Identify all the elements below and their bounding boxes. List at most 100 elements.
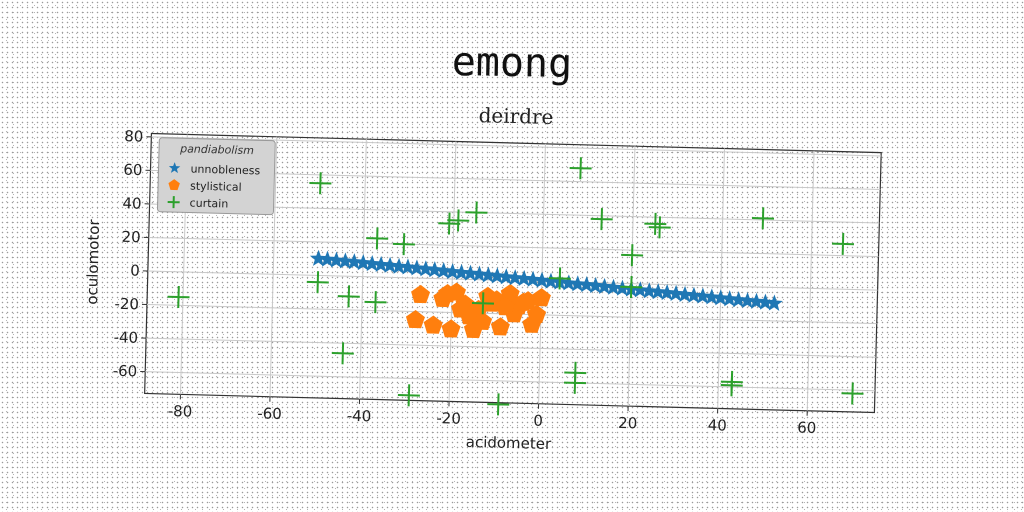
unnobleness-point — [390, 257, 408, 275]
legend-label: unnobleness — [190, 163, 260, 178]
y-tick-label: -40 — [113, 328, 138, 347]
unnobleness-point — [533, 271, 551, 289]
grid-line-x — [359, 139, 367, 400]
curtain-point — [306, 271, 329, 294]
plot-area — [144, 132, 882, 414]
curtain-point — [620, 276, 643, 299]
unnobleness-point — [309, 249, 328, 267]
curtain-point — [309, 172, 332, 195]
unnobleness-point — [408, 259, 426, 276]
legend-item: curtain — [167, 196, 228, 211]
unnobleness-point — [506, 269, 524, 286]
unnobleness-point — [756, 293, 774, 311]
x-tick-label: -60 — [257, 404, 282, 423]
unnobleness-point — [613, 279, 631, 297]
curtain-point — [392, 233, 415, 256]
unnobleness-point — [721, 290, 739, 307]
unnobleness-point — [586, 276, 605, 294]
curtain-point — [644, 212, 667, 235]
y-tick-label: 40 — [122, 194, 142, 212]
unnobleness-point — [703, 288, 721, 305]
unnobleness-point — [604, 278, 622, 296]
curtain-point — [438, 212, 461, 235]
legend-label: curtain — [189, 197, 228, 211]
unnobleness-point — [729, 291, 748, 308]
unnobleness-point — [363, 254, 381, 272]
grid-line-x — [806, 150, 815, 411]
x-tick-label: 40 — [707, 416, 727, 434]
legend-item: unnobleness — [168, 162, 261, 178]
x-tick-label: -20 — [436, 409, 461, 428]
legend-item: stylistical — [168, 179, 242, 194]
unnobleness-point — [497, 268, 515, 285]
curtain-point — [548, 267, 571, 290]
unnobleness-point — [443, 262, 462, 280]
y-tick-label: 80 — [124, 127, 144, 145]
unnobleness-point — [479, 266, 497, 283]
stylistical-point — [411, 284, 431, 304]
unnobleness-point — [658, 284, 676, 301]
curtain-point — [366, 227, 389, 250]
curtain-point — [831, 232, 854, 255]
stylistical-point — [437, 283, 457, 303]
unnobleness-point — [524, 270, 542, 288]
unnobleness-point — [336, 252, 354, 269]
unnobleness-point — [318, 250, 336, 268]
unnobleness-point — [426, 261, 444, 278]
legend-box — [156, 137, 276, 216]
unnobleness-point — [399, 258, 417, 275]
grid-line-x — [717, 148, 726, 409]
x-axis-ticks: -80 -60 -40 -20 0 20 40 60 — [168, 394, 817, 437]
stylistical-point — [441, 319, 461, 338]
unnobleness-point — [354, 254, 372, 271]
x-tick-label: -80 — [168, 402, 193, 421]
curtain-point — [590, 208, 613, 231]
legend: pandiabolism unnobleness stylistical curta… — [156, 137, 276, 216]
grid-line-y — [148, 236, 879, 258]
x-tick-label: 20 — [618, 414, 638, 432]
legend-title: pandiabolism — [179, 142, 254, 157]
unnobleness-point — [631, 281, 649, 298]
unnobleness-point — [461, 264, 479, 282]
unnobleness-point — [381, 256, 399, 274]
grid-line-y — [146, 337, 876, 358]
stylistical-point — [513, 292, 533, 311]
stylistical-point — [490, 317, 510, 336]
curtain-point — [447, 209, 470, 232]
legend-label: stylistical — [190, 180, 242, 194]
unnobleness-point — [327, 251, 345, 268]
grid-line-x — [269, 136, 278, 397]
series-unnobleness — [309, 249, 783, 311]
stylistical-point — [531, 288, 551, 307]
y-tick-label: -20 — [114, 295, 139, 314]
curtain-point — [648, 216, 671, 239]
unnobleness-point — [685, 286, 703, 304]
unnobleness-point — [372, 255, 390, 273]
legend-marker — [168, 162, 181, 174]
unnobleness-point — [488, 267, 506, 284]
unnobleness-point — [712, 289, 730, 306]
unnobleness-point — [595, 277, 614, 295]
curtain-point — [337, 285, 360, 308]
series-curtain — [167, 157, 864, 416]
unnobleness-point — [569, 275, 587, 292]
unnobleness-point — [765, 294, 783, 311]
curtain-point — [364, 291, 387, 314]
x-tick-label: 60 — [797, 419, 817, 437]
curtain-point — [487, 393, 510, 416]
curtain-point — [563, 371, 587, 394]
unnobleness-point — [417, 260, 435, 277]
unnobleness-point — [435, 262, 453, 279]
x-axis-label: acidometer — [466, 433, 553, 453]
stylistical-point — [423, 315, 443, 334]
stylistical-point — [405, 309, 425, 329]
y-axis-label: oculomotor — [83, 218, 103, 305]
curtain-point — [331, 342, 354, 365]
grid-line-y — [151, 136, 882, 157]
grid-line-y — [145, 371, 875, 392]
y-tick-label: 0 — [130, 262, 140, 280]
unnobleness-point — [694, 287, 712, 304]
curtain-point — [465, 201, 488, 224]
stylistical-point — [495, 297, 515, 316]
unnobleness-point — [676, 285, 694, 303]
